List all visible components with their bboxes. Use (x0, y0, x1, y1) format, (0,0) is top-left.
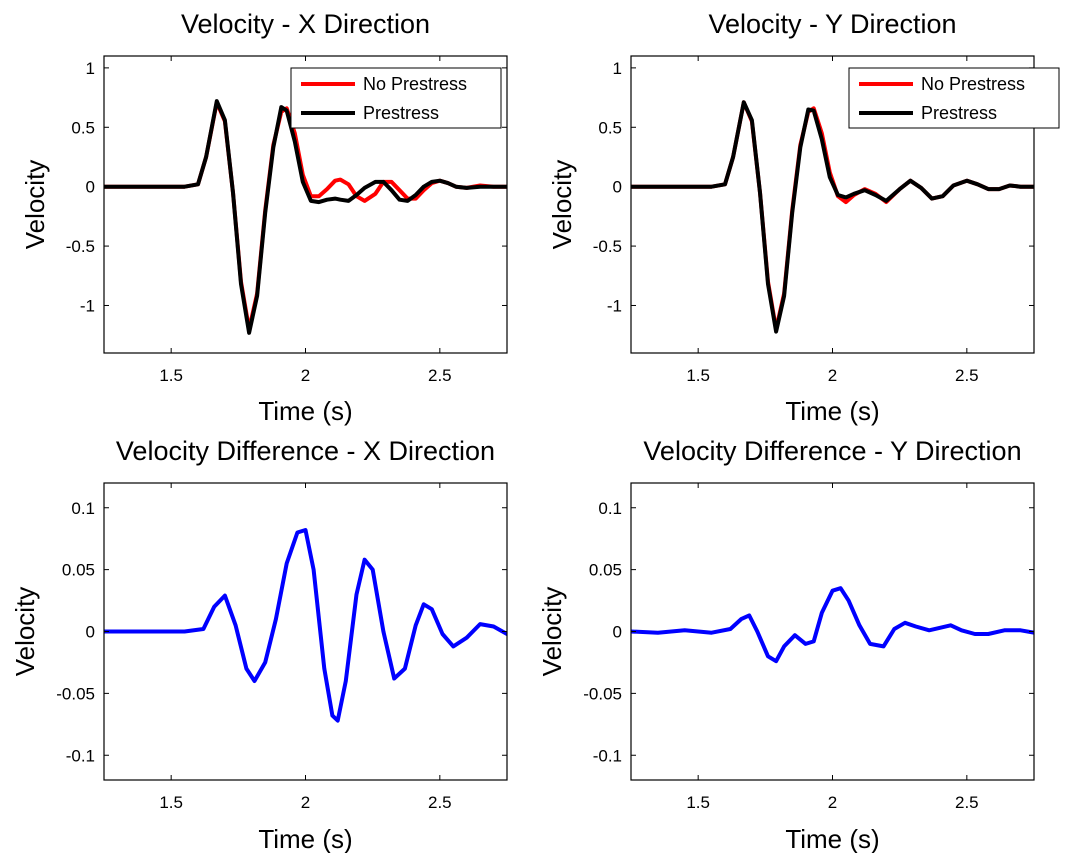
chart-panel-1: Velocity - X Direction 1.5 2 2.5 1 0.5 0 -0.5 -1… (20, 9, 508, 426)
legend-box (848, 67, 1060, 129)
series-line-1 (631, 586, 1034, 664)
x-tick-label: 2 (301, 793, 310, 812)
series-line-prestress (104, 99, 507, 335)
chart-title: Velocity - X Direction (181, 9, 430, 39)
x-tick-label: 1.5 (159, 366, 183, 385)
y-tick-label: -0.1 (593, 746, 622, 765)
y-tick-label: -0.05 (56, 684, 95, 703)
legend-label: Prestress (921, 103, 997, 123)
y-tick-label: 0.05 (62, 561, 95, 580)
series-line-1 (104, 528, 507, 723)
y-tick-label: -0.05 (583, 684, 622, 703)
x-tick-label: 2 (828, 793, 837, 812)
series-line-no-prestress (104, 100, 507, 332)
chart-title: Velocity - Y Direction (708, 9, 956, 39)
legend-box (290, 67, 502, 129)
y-tick-label: -0.5 (66, 237, 95, 256)
series-line-prestress (631, 100, 1034, 334)
y-tick-label: 0.1 (71, 499, 95, 518)
x-axis-label: Time (s) (785, 824, 879, 853)
y-tick-label: 0.5 (598, 118, 622, 137)
x-tick-label: 2.5 (955, 793, 979, 812)
x-tick-label: 2 (828, 366, 837, 385)
x-tick-label: 2.5 (955, 366, 979, 385)
y-tick-label: 0 (86, 623, 95, 642)
y-tick-label: 0 (86, 178, 95, 197)
legend-label: Prestress (363, 103, 439, 123)
legend: No Prestress Prestress (848, 67, 1060, 129)
chart-panel-2: Velocity - Y Direction 1.5 2 2.5 1 0.5 0 -0.5 -1… (547, 9, 1060, 426)
y-tick-label: 0.5 (71, 118, 95, 137)
chart-panel-4: Velocity Difference - Y Direction 1.5 2 2.5… (537, 436, 1035, 853)
x-axis-label: Time (s) (258, 396, 352, 426)
chart-title: Velocity Difference - X Direction (116, 436, 495, 466)
x-tick-label: 1.5 (686, 793, 710, 812)
series-line-no-prestress (631, 100, 1034, 332)
x-tick-label: 1.5 (159, 793, 183, 812)
x-tick-label: 2.5 (428, 793, 452, 812)
legend: No Prestress Prestress (290, 67, 502, 129)
y-tick-label: 1 (613, 59, 622, 78)
y-tick-label: 1 (86, 59, 95, 78)
x-axis-label: Time (s) (785, 396, 879, 426)
y-axis-label: Velocity (547, 160, 577, 250)
y-axis-label: Velocity (10, 587, 40, 677)
chart-panel-3: Velocity Difference - X Direction 1.5 2 2.5… (10, 436, 508, 853)
y-tick-label: 0 (613, 178, 622, 197)
y-tick-label: -0.1 (66, 746, 95, 765)
legend-label: No Prestress (363, 74, 467, 94)
y-tick-label: 0.1 (598, 499, 622, 518)
y-tick-label: 0 (613, 623, 622, 642)
x-tick-label: 2.5 (428, 366, 452, 385)
y-tick-label: -1 (80, 296, 95, 315)
x-tick-label: 1.5 (686, 366, 710, 385)
legend-label: No Prestress (921, 74, 1025, 94)
y-axis-label: Velocity (537, 587, 567, 677)
x-tick-label: 2 (301, 366, 310, 385)
y-tick-label: 0.05 (589, 561, 622, 580)
x-axis-label: Time (s) (258, 824, 352, 853)
y-axis-label: Velocity (20, 160, 50, 250)
y-tick-label: -1 (607, 296, 622, 315)
y-tick-label: -0.5 (593, 237, 622, 256)
chart-title: Velocity Difference - Y Direction (643, 436, 1021, 466)
